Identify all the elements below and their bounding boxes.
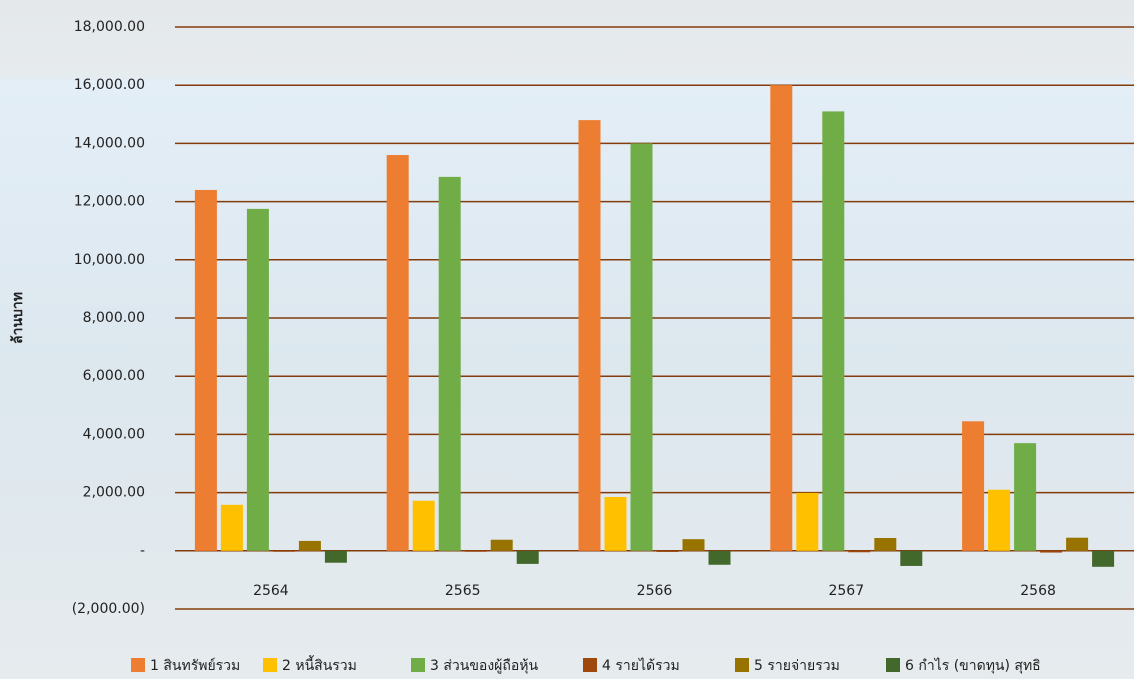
x-tick-label: 2564 <box>253 583 289 599</box>
bar <box>874 538 896 551</box>
legend-label: 2 หนี้สินรวม <box>282 655 357 674</box>
legend-swatch <box>411 658 425 672</box>
bar <box>900 551 922 566</box>
bar <box>221 505 243 551</box>
y-tick-label: 10,000.00 <box>74 252 145 268</box>
x-tick-label: 2566 <box>637 583 673 599</box>
bar <box>273 551 295 552</box>
bar <box>822 111 844 550</box>
bar <box>683 539 705 551</box>
y-tick-label: 14,000.00 <box>74 135 145 151</box>
legend-swatch <box>131 658 145 672</box>
legend-swatch <box>886 658 900 672</box>
y-tick-label: 4,000.00 <box>83 426 145 442</box>
chart: ล้านบาท (2,000.00) - 2,000.00 4,000.00 6,000… <box>0 0 1134 679</box>
legend-label: 5 รายจ่ายรวม <box>754 658 840 674</box>
bar <box>1066 538 1088 551</box>
bar <box>770 85 792 551</box>
bar <box>848 551 870 552</box>
legend-swatch <box>583 658 597 672</box>
bar <box>962 421 984 550</box>
bar <box>631 143 653 550</box>
legend-swatch <box>263 658 277 672</box>
y-axis-title: ล้านบาท <box>10 292 26 344</box>
y-tick-label: 16,000.00 <box>74 77 145 93</box>
bar <box>465 551 487 552</box>
bar <box>439 177 461 551</box>
y-tick-label: 12,000.00 <box>74 194 145 210</box>
x-tick-label: 2567 <box>828 583 864 599</box>
y-tick-label: 8,000.00 <box>83 310 145 326</box>
bar <box>796 493 818 551</box>
bar <box>1014 443 1036 551</box>
bar <box>1040 551 1062 553</box>
legend-swatch <box>735 658 749 672</box>
bar <box>387 155 409 551</box>
bar <box>988 490 1010 551</box>
bar <box>709 551 731 565</box>
bar <box>247 209 269 551</box>
y-tick-label: 18,000.00 <box>74 19 145 35</box>
legend-label: 1 สินทรัพย์รวม <box>150 657 240 674</box>
bar <box>413 501 435 551</box>
bar <box>299 541 321 551</box>
y-tick-label: 2,000.00 <box>83 485 145 501</box>
y-tick-label: 6,000.00 <box>83 368 145 384</box>
y-tick-label: - <box>140 543 145 559</box>
bar <box>195 190 217 551</box>
bar <box>657 551 679 552</box>
legend-label: 3 ส่วนของผู้ถือหุ้น <box>430 658 538 674</box>
legend-label: 6 กำไร (ขาดทุน) สุทธิ <box>905 657 1041 674</box>
bar <box>517 551 539 564</box>
y-tick-label: (2,000.00) <box>72 601 145 617</box>
background <box>0 0 1134 679</box>
bar <box>325 551 347 563</box>
bar <box>1092 551 1114 567</box>
legend-label: 4 รายได้รวม <box>602 657 680 674</box>
bar <box>605 497 627 551</box>
x-tick-label: 2568 <box>1020 583 1056 599</box>
bar <box>579 120 601 551</box>
x-tick-label: 2565 <box>445 583 481 599</box>
bar <box>491 540 513 551</box>
